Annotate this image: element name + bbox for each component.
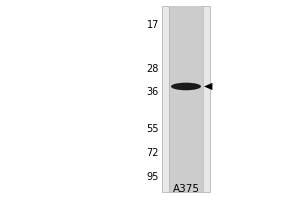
- Bar: [169, 148, 202, 152]
- Bar: [169, 65, 202, 68]
- Bar: [169, 52, 202, 56]
- Bar: [169, 12, 202, 15]
- Bar: [169, 24, 202, 28]
- Text: 95: 95: [147, 172, 159, 182]
- Text: 28: 28: [147, 64, 159, 74]
- Bar: [169, 108, 202, 111]
- Bar: [169, 136, 202, 139]
- Bar: [169, 77, 202, 80]
- Bar: [169, 105, 202, 108]
- Bar: [169, 182, 202, 186]
- Bar: [169, 130, 202, 133]
- Bar: [169, 74, 202, 77]
- Bar: [169, 83, 202, 87]
- Ellipse shape: [171, 83, 201, 90]
- Bar: [169, 151, 202, 155]
- Bar: [169, 161, 202, 164]
- Bar: [169, 99, 202, 102]
- Bar: [169, 102, 202, 105]
- Bar: [169, 58, 202, 62]
- Bar: [169, 114, 202, 118]
- Bar: [169, 139, 202, 142]
- Bar: [169, 96, 202, 99]
- Bar: [169, 173, 202, 176]
- Bar: [169, 185, 202, 189]
- Text: 55: 55: [146, 124, 159, 134]
- Bar: [169, 154, 202, 158]
- Text: 72: 72: [146, 148, 159, 158]
- Bar: [169, 68, 202, 71]
- Bar: [169, 80, 202, 84]
- Text: 17: 17: [147, 20, 159, 30]
- Bar: [169, 9, 202, 12]
- Bar: [169, 46, 202, 49]
- Bar: [169, 164, 202, 167]
- Bar: [169, 43, 202, 46]
- Bar: [169, 55, 202, 59]
- Bar: [169, 27, 202, 31]
- Bar: [169, 21, 202, 25]
- Bar: [169, 133, 202, 136]
- Bar: [169, 18, 202, 21]
- Bar: [169, 145, 202, 149]
- Bar: [169, 86, 202, 90]
- Bar: [169, 111, 202, 114]
- Bar: [169, 6, 202, 9]
- Bar: [169, 123, 202, 127]
- Bar: [169, 71, 202, 74]
- Bar: [169, 158, 202, 161]
- Bar: [169, 92, 202, 96]
- Bar: [169, 142, 202, 146]
- Bar: [169, 117, 202, 121]
- Bar: [169, 179, 202, 183]
- Bar: [169, 127, 202, 130]
- Text: 36: 36: [147, 87, 159, 97]
- Bar: [162, 6, 210, 192]
- Bar: [169, 30, 202, 34]
- Bar: [169, 49, 202, 52]
- Bar: [169, 89, 202, 93]
- Bar: [169, 120, 202, 124]
- Bar: [169, 40, 202, 43]
- Bar: [169, 37, 202, 40]
- Text: A375: A375: [172, 184, 200, 194]
- Bar: [169, 188, 202, 192]
- Bar: [169, 176, 202, 180]
- Bar: [169, 170, 202, 173]
- Bar: [169, 15, 202, 18]
- Polygon shape: [204, 83, 212, 90]
- Bar: [169, 167, 202, 170]
- Bar: [169, 33, 202, 37]
- Bar: [169, 61, 202, 65]
